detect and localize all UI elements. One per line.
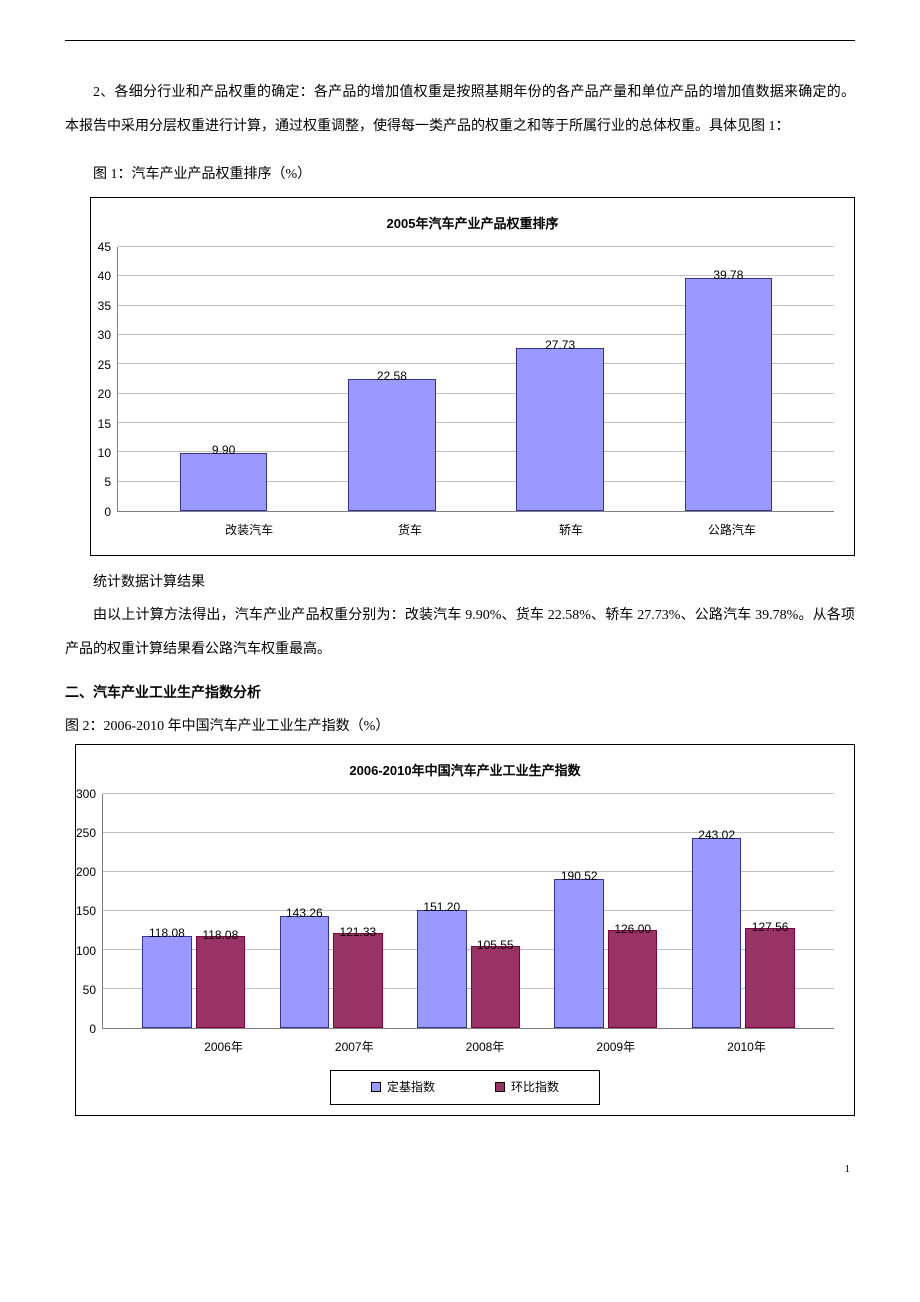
paragraph-1: 2、各细分行业和产品权重的确定：各产品的增加值权重是按照基期年份的各产品产量和单…	[65, 76, 855, 143]
page-number: 1	[65, 1156, 855, 1182]
chart2-bar-chain: 126.00	[608, 930, 657, 1028]
chart1-bars: 9.90 22.58 27.73 39.78	[118, 247, 834, 511]
para2-heading: 统计数据计算结果	[65, 566, 855, 600]
chart2-bar-base: 143.26	[280, 916, 329, 1028]
chart2-bar-label: 151.20	[423, 893, 460, 922]
chart1-bar-label: 39.78	[713, 261, 743, 290]
chart2-bar-chain: 118.08	[196, 936, 245, 1028]
figure2-caption: 图 2：2006-2010 年中国汽车产业工业生产指数（%）	[65, 710, 855, 744]
chart1-bar-label: 22.58	[377, 362, 407, 391]
figure1-caption: 图 1：汽车产业产品权重排序（%）	[65, 158, 855, 192]
chart1-plot: 454035302520151050 9.9022.5827.7339.78	[111, 247, 834, 512]
paragraph-2: 由以上计算方法得出，汽车产业产品权重分别为：改装汽车 9.90%、货车 22.5…	[65, 599, 855, 666]
chart2-bar-label: 126.00	[614, 915, 651, 944]
chart2-bar-chain: 127.56	[745, 928, 794, 1027]
legend-label: 环比指数	[511, 1073, 559, 1102]
chart2-bar-label: 118.08	[149, 919, 185, 948]
chart1-bar: 39.78	[685, 278, 772, 511]
legend-swatch	[371, 1082, 381, 1092]
chart2-plot: 300250200150100500 118.08118.08143.26121…	[96, 794, 834, 1029]
chart2-bar-label: 121.33	[339, 918, 376, 947]
chart2-legend-item: 环比指数	[495, 1073, 559, 1102]
chart1-xlabel: 轿车	[491, 512, 652, 545]
chart2-xlabel: 2006年	[158, 1029, 289, 1062]
chart1-bar: 22.58	[348, 379, 435, 511]
chart2-title: 2006-2010年中国汽车产业工业生产指数	[96, 755, 834, 786]
chart1-xlabel: 改装汽车	[169, 512, 330, 545]
legend-label: 定基指数	[387, 1073, 435, 1102]
chart1-xaxis: 改装汽车货车轿车公路汽车	[147, 512, 834, 545]
chart2-bar-chain: 121.33	[333, 933, 382, 1028]
section2-heading: 二、汽车产业工业生产指数分析	[65, 677, 855, 711]
chart1-xlabel: 公路汽车	[651, 512, 812, 545]
chart2-frame: 2006-2010年中国汽车产业工业生产指数 30025020015010050…	[75, 744, 855, 1116]
chart1-plot-area: 9.90 22.58 27.73 39.78	[117, 247, 834, 512]
chart1-bar: 9.90	[180, 453, 267, 511]
chart2-bar-label: 105.55	[477, 931, 514, 960]
chart2-legend-item: 定基指数	[371, 1073, 435, 1102]
chart2-bar-base: 243.02	[692, 838, 741, 1028]
chart2-bar-chain: 105.55	[471, 946, 520, 1028]
chart1-xlabel: 货车	[330, 512, 491, 545]
chart2-plot-area: 118.08118.08143.26121.33151.20105.55190.…	[102, 794, 834, 1029]
chart2-bar-base: 118.08	[142, 936, 191, 1028]
top-rule	[65, 40, 855, 41]
legend-swatch	[495, 1082, 505, 1092]
chart2-bar-label: 118.08	[202, 921, 238, 950]
chart2-bar-label: 190.52	[561, 862, 598, 891]
chart2-bar-base: 151.20	[417, 910, 466, 1028]
chart1-frame: 2005年汽车产业产品权重排序 454035302520151050 9.902…	[90, 197, 855, 556]
chart2-bar-label: 127.56	[752, 913, 789, 942]
chart2-bar-base: 190.52	[554, 879, 603, 1028]
chart1-bar: 27.73	[516, 348, 603, 511]
chart1-bar-label: 9.90	[212, 436, 235, 465]
chart2-xlabel: 2009年	[550, 1029, 681, 1062]
chart1-title: 2005年汽车产业产品权重排序	[111, 208, 834, 239]
chart2-bar-label: 143.26	[286, 899, 323, 928]
chart2-xlabel: 2008年	[420, 1029, 551, 1062]
chart2-bar-label: 243.02	[698, 821, 735, 850]
chart2-xlabel: 2010年	[681, 1029, 812, 1062]
chart2-xaxis: 2006年2007年2008年2009年2010年	[136, 1029, 834, 1062]
chart2-xlabel: 2007年	[289, 1029, 420, 1062]
chart2-bars: 118.08118.08143.26121.33151.20105.55190.…	[103, 794, 834, 1028]
chart2-legend: 定基指数 环比指数	[330, 1070, 600, 1105]
chart1-bar-label: 27.73	[545, 331, 575, 360]
